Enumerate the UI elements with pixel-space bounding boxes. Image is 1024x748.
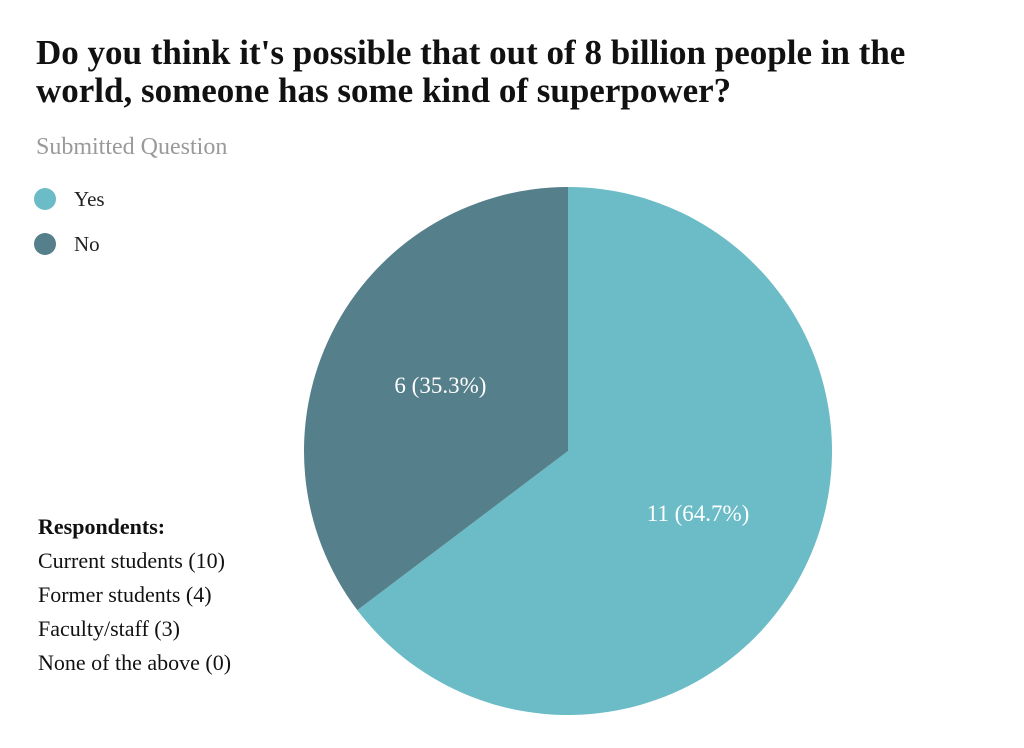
respondents-heading: Respondents: bbox=[38, 514, 166, 539]
legend-swatch-yes bbox=[34, 188, 56, 210]
chart-subtitle: Submitted Question bbox=[36, 134, 228, 160]
pie-slice-label-no: 6 (35.3%) bbox=[394, 373, 486, 398]
legend-swatch-no bbox=[34, 233, 56, 255]
pie-slice-yes[interactable] bbox=[357, 187, 832, 715]
respondents-item-none: None of the above (0) bbox=[38, 650, 232, 675]
chart-title: Do you think it's possible that out of 8… bbox=[36, 33, 906, 110]
legend-label-yes: Yes bbox=[74, 186, 105, 211]
respondents-item-current-students: Current students (10) bbox=[38, 548, 225, 573]
pie-slice-label-yes: 11 (64.7%) bbox=[647, 501, 750, 526]
legend-label-no: No bbox=[74, 231, 100, 256]
respondents-item-former-students: Former students (4) bbox=[38, 582, 212, 607]
respondents-item-faculty-staff: Faculty/staff (3) bbox=[38, 616, 180, 641]
respondents-panel: Respondents: Current students (10) Forme… bbox=[38, 510, 231, 680]
legend-item-yes[interactable]: Yes bbox=[34, 184, 105, 214]
pie-slice-no[interactable] bbox=[303, 187, 568, 611]
legend-item-no[interactable]: No bbox=[34, 229, 105, 259]
legend: Yes No bbox=[34, 184, 105, 274]
